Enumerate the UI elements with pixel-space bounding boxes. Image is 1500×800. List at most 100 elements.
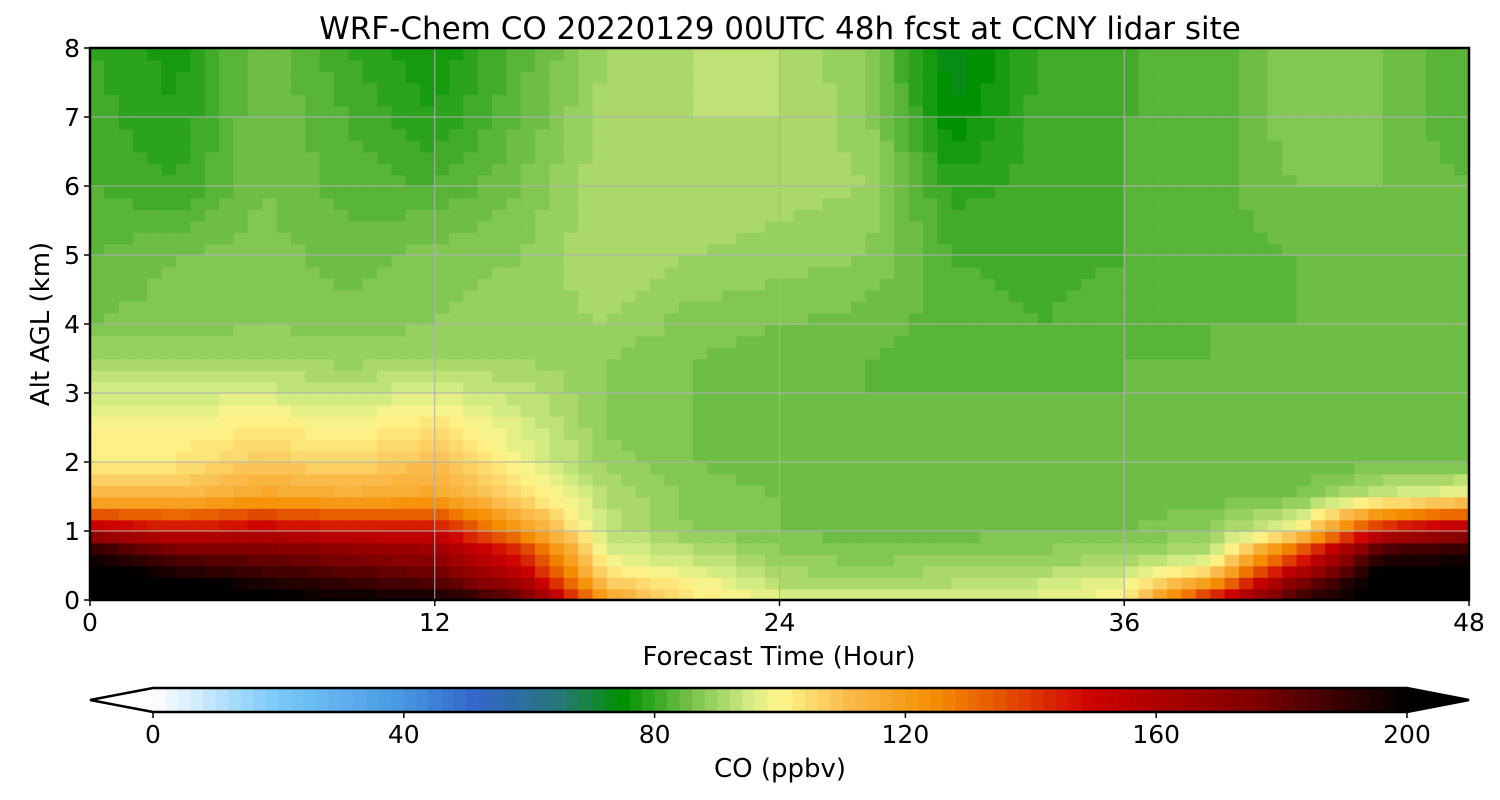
heatmap-cell	[190, 105, 206, 118]
heatmap-cell	[693, 59, 709, 72]
heatmap-cell	[1138, 473, 1154, 486]
heatmap-cell	[851, 484, 867, 498]
heatmap-cell	[1238, 289, 1255, 302]
heatmap-cell	[1138, 82, 1154, 95]
heatmap-cell	[1066, 277, 1082, 291]
heatmap-cell	[391, 450, 407, 463]
heatmap-cell	[535, 369, 551, 383]
heatmap-cell	[1095, 266, 1111, 279]
heatmap-cell	[1181, 243, 1197, 256]
heatmap-cell	[707, 208, 723, 222]
heatmap-cell	[233, 576, 249, 590]
heatmap-cell	[535, 381, 551, 394]
heatmap-cell	[1339, 93, 1355, 107]
heatmap-cell	[836, 519, 853, 532]
heatmap-cell	[104, 128, 120, 141]
heatmap-cell	[305, 565, 321, 578]
heatmap-cell	[1009, 174, 1025, 187]
heatmap-cell	[334, 93, 350, 107]
heatmap-cell	[635, 484, 652, 498]
colorbar-ticks: 0 40 80 120 160 200	[145, 712, 1431, 749]
heatmap-cell	[477, 438, 493, 452]
heatmap-cell	[1382, 404, 1398, 417]
heatmap-cell	[635, 565, 652, 578]
heatmap-cell	[334, 473, 350, 486]
heatmap-cell	[937, 323, 953, 337]
heatmap-cell	[750, 93, 766, 107]
heatmap-cell	[535, 128, 551, 141]
heatmap-cell	[721, 243, 738, 256]
colorbar-cell	[1331, 688, 1345, 712]
heatmap-cell	[1425, 151, 1442, 164]
heatmap-cell	[290, 530, 307, 544]
heatmap-cell	[879, 70, 896, 84]
heatmap-cell	[578, 105, 594, 118]
heatmap-cell	[994, 427, 1011, 440]
heatmap-cell	[1224, 484, 1240, 498]
heatmap-cell	[1095, 300, 1111, 314]
heatmap-cell	[563, 496, 580, 509]
heatmap-cell	[635, 300, 652, 314]
heatmap-cell	[635, 461, 652, 475]
heatmap-cell	[233, 59, 249, 72]
heatmap-cell	[420, 220, 436, 233]
heatmap-cell	[1454, 323, 1470, 337]
y-tick-label: 6	[64, 172, 80, 201]
heatmap-cell	[118, 484, 134, 498]
heatmap-cell	[894, 519, 910, 532]
y-tick-label: 3	[64, 379, 80, 408]
heatmap-cell	[1109, 70, 1126, 84]
heatmap-cell	[1224, 346, 1240, 360]
heatmap-cell	[1066, 128, 1082, 141]
heatmap-cell	[492, 358, 508, 371]
heatmap-cell	[147, 277, 163, 291]
heatmap-cell	[836, 162, 853, 176]
heatmap-cell	[1181, 507, 1197, 521]
heatmap-cell	[204, 484, 221, 498]
heatmap-cell	[1353, 208, 1370, 222]
heatmap-cell	[506, 300, 522, 314]
heatmap-cell	[549, 381, 565, 394]
heatmap-cell	[1368, 59, 1384, 72]
heatmap-cell	[391, 473, 407, 486]
heatmap-cell	[219, 254, 235, 268]
heatmap-cell	[1339, 70, 1355, 84]
heatmap-cell	[420, 59, 436, 72]
heatmap-cell	[377, 93, 393, 107]
heatmap-cell	[520, 116, 537, 130]
heatmap-cell	[1425, 47, 1442, 61]
heatmap-cell	[621, 208, 637, 222]
heatmap-cell	[276, 208, 292, 222]
heatmap-cell	[377, 266, 393, 279]
heatmap-cell	[793, 82, 810, 95]
heatmap-cell	[1267, 139, 1284, 153]
heatmap-cell	[1095, 243, 1111, 256]
heatmap-cell	[592, 335, 608, 348]
heatmap-cell	[305, 461, 321, 475]
heatmap-cell	[492, 323, 508, 337]
heatmap-cell	[1195, 323, 1212, 337]
heatmap-cell	[405, 519, 422, 532]
heatmap-cell	[822, 461, 838, 475]
heatmap-cell	[520, 369, 537, 383]
heatmap-cell	[894, 47, 910, 61]
colorbar-cell	[479, 688, 493, 712]
heatmap-cell	[1195, 47, 1212, 61]
heatmap-cell	[779, 312, 795, 325]
heatmap-cell	[276, 300, 292, 314]
heatmap-cell	[1454, 105, 1470, 118]
heatmap-cell	[1009, 507, 1025, 521]
heatmap-cell	[147, 105, 163, 118]
heatmap-cell	[1037, 519, 1054, 532]
heatmap-cell	[506, 162, 522, 176]
heatmap-cell	[1267, 358, 1284, 371]
heatmap-cell	[1080, 484, 1097, 498]
heatmap-cell	[1152, 243, 1169, 256]
heatmap-cell	[707, 427, 723, 440]
heatmap-cell	[1052, 93, 1068, 107]
colorbar-cell	[1256, 688, 1270, 712]
heatmap-cell	[1425, 496, 1442, 509]
heatmap-cell	[1138, 174, 1154, 187]
heatmap-cell	[606, 473, 623, 486]
heatmap-cell	[334, 289, 350, 302]
